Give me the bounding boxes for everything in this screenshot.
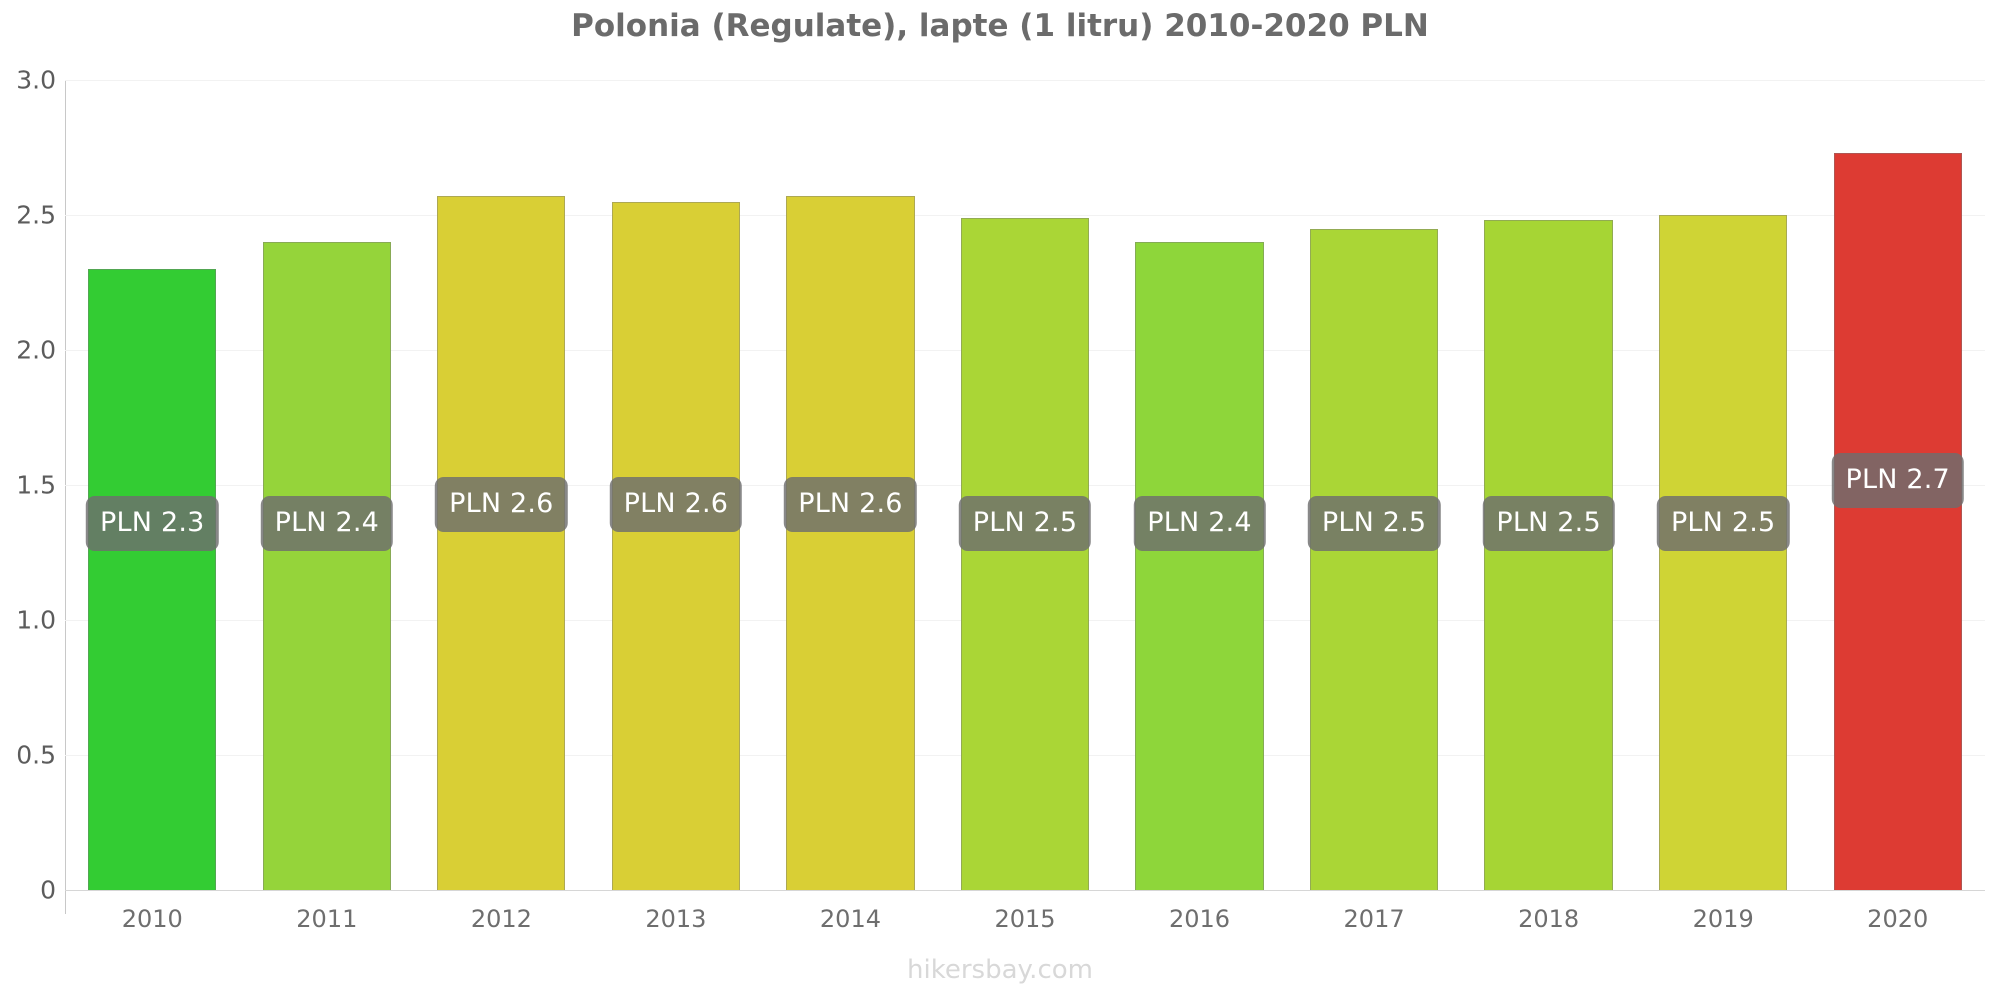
bar-value-label: PLN 2.3 bbox=[86, 495, 219, 551]
gridline bbox=[65, 215, 1985, 216]
x-axis-tick-label: 2016 bbox=[1168, 905, 1231, 933]
x-axis-tick-label: 2013 bbox=[645, 905, 707, 933]
x-axis-tick-label: 2014 bbox=[819, 905, 881, 933]
bar[interactable] bbox=[437, 196, 566, 890]
bar[interactable] bbox=[786, 196, 915, 890]
y-axis-tick-stub bbox=[65, 892, 66, 914]
x-axis-tick-label: 2018 bbox=[1518, 905, 1580, 933]
bar-value-label: PLN 2.6 bbox=[609, 476, 743, 532]
chart-title: Polonia (Regulate), lapte (1 litru) 2010… bbox=[571, 8, 1429, 44]
bar[interactable] bbox=[960, 217, 1090, 890]
bar-value-label: PLN 2.5 bbox=[1656, 495, 1790, 551]
bar[interactable] bbox=[1135, 242, 1264, 890]
bar-value-label: PLN 2.6 bbox=[435, 476, 568, 532]
bar[interactable] bbox=[1309, 228, 1439, 890]
bar-slot: PLN 2.7 bbox=[1831, 80, 1964, 890]
y-axis-tick-label: 1.5 bbox=[16, 470, 56, 500]
bar[interactable] bbox=[88, 269, 217, 890]
x-axis-labels: 2010 2011 2012 2013 2014 2015 2016 2017 2018 2019… bbox=[65, 905, 1985, 945]
gridline bbox=[65, 80, 1985, 81]
bar-slot: PLN 2.5 bbox=[1482, 80, 1615, 890]
bar-value-label: PLN 2.4 bbox=[260, 495, 394, 551]
bar[interactable] bbox=[262, 242, 391, 890]
y-axis-tick-label: 2.0 bbox=[16, 335, 56, 365]
bar-value-label: PLN 2.5 bbox=[1482, 495, 1615, 551]
bar-value-label: PLN 2.5 bbox=[1307, 495, 1441, 551]
x-axis-tick-label: 2012 bbox=[470, 905, 532, 933]
y-axis-labels: 0 0.5 1.0 1.5 2.0 2.5 3.0 bbox=[0, 66, 56, 905]
bar-slot: PLN 2.4 bbox=[260, 80, 394, 890]
x-axis-tick-label: 2020 bbox=[1867, 905, 1929, 933]
bar-slot: PLN 2.6 bbox=[784, 80, 917, 890]
bar-value-label: PLN 2.6 bbox=[784, 476, 917, 532]
bar-slot: PLN 2.6 bbox=[609, 80, 743, 890]
x-axis-tick-label: 2017 bbox=[1343, 905, 1405, 933]
y-axis-tick-label: 3.0 bbox=[16, 65, 56, 95]
y-axis-tick-label: 2.5 bbox=[16, 200, 56, 230]
y-axis-tick-label: 0 bbox=[40, 875, 56, 905]
x-axis-tick-label: 2011 bbox=[296, 905, 358, 933]
footer-watermark: hikersbay.com bbox=[907, 955, 1093, 985]
x-axis-tick-label: 2015 bbox=[994, 905, 1056, 933]
y-axis-line bbox=[65, 80, 66, 892]
bar[interactable] bbox=[1659, 215, 1788, 890]
bar[interactable] bbox=[1833, 152, 1962, 890]
plot-area: PLN 2.3 PLN 2.4 PLN 2.6 PLN 2.6 PLN 2.6 PLN 2… bbox=[65, 80, 1985, 891]
x-axis-tick-label: 2019 bbox=[1692, 905, 1754, 933]
bar-value-label: PLN 2.4 bbox=[1133, 495, 1266, 551]
bar-slot: PLN 2.3 bbox=[86, 80, 219, 890]
bar-slot: PLN 2.5 bbox=[958, 80, 1092, 890]
bar-value-label: PLN 2.5 bbox=[958, 495, 1092, 551]
bar[interactable] bbox=[611, 201, 741, 890]
bar-slot: PLN 2.4 bbox=[1133, 80, 1266, 890]
bar-slot: PLN 2.5 bbox=[1656, 80, 1790, 890]
y-axis-tick-label: 0.5 bbox=[16, 740, 56, 770]
gridline bbox=[65, 890, 1985, 891]
bar-value-label: PLN 2.7 bbox=[1831, 452, 1964, 508]
bar-slot: PLN 2.5 bbox=[1307, 80, 1441, 890]
x-axis-tick-label: 2010 bbox=[121, 905, 183, 933]
bar-slot: PLN 2.6 bbox=[435, 80, 568, 890]
y-axis-tick-label: 1.0 bbox=[16, 605, 56, 635]
bar[interactable] bbox=[1484, 220, 1613, 890]
